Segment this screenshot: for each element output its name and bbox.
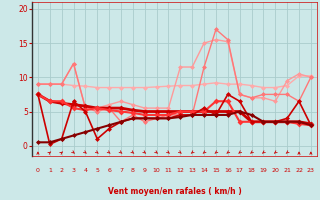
X-axis label: Vent moyen/en rafales ( km/h ): Vent moyen/en rafales ( km/h ) [108, 187, 241, 196]
